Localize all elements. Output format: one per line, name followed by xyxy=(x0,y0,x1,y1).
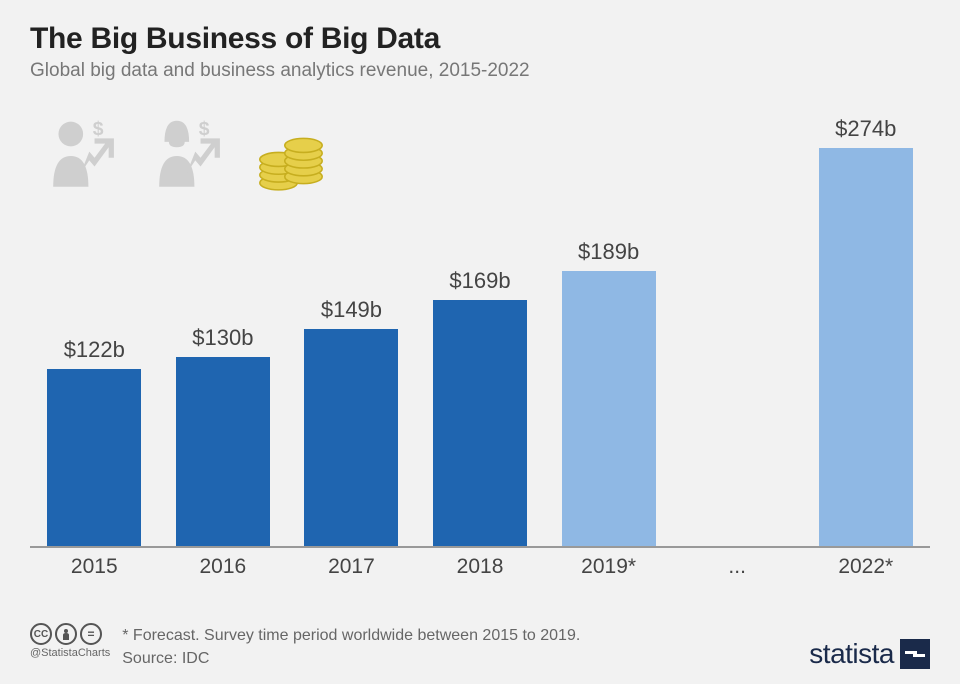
statista-wordmark: statista xyxy=(809,638,894,670)
bar-slot: $130b xyxy=(159,110,288,546)
bar-slot: $122b xyxy=(30,110,159,546)
bar xyxy=(433,300,527,546)
by-icon xyxy=(55,623,77,645)
bar-value-label: $122b xyxy=(64,337,125,363)
cc-license-icons: CC = xyxy=(30,623,102,645)
chart-title: The Big Business of Big Data xyxy=(30,22,930,56)
x-axis-label: 2015 xyxy=(30,555,159,579)
bar-slot xyxy=(673,110,802,546)
bars-container: $122b $130b $149b $169b $189b $274b xyxy=(30,110,930,548)
bar-slot: $149b xyxy=(287,110,416,546)
bar xyxy=(47,369,141,546)
x-axis-label: 2017 xyxy=(287,555,416,579)
x-axis-label: 2018 xyxy=(416,555,545,579)
bar-value-label: $274b xyxy=(835,116,896,142)
nd-icon: = xyxy=(80,623,102,645)
statista-logo: statista xyxy=(809,638,930,670)
x-axis-label: 2016 xyxy=(159,555,288,579)
bar-value-label: $169b xyxy=(449,268,510,294)
bar-value-label: $130b xyxy=(192,325,253,351)
bar xyxy=(819,148,913,546)
x-axis-label: ... xyxy=(673,555,802,579)
bar xyxy=(562,271,656,546)
cc-icon: CC xyxy=(30,623,52,645)
x-axis-label: 2019* xyxy=(544,555,673,579)
statista-mark-icon xyxy=(900,639,930,669)
chart-subtitle: Global big data and business analytics r… xyxy=(30,60,930,82)
bar-value-label: $149b xyxy=(321,297,382,323)
footnote: * Forecast. Survey time period worldwide… xyxy=(122,625,580,647)
twitter-handle: @StatistaCharts xyxy=(30,647,110,659)
x-axis-label: 2022* xyxy=(801,555,930,579)
x-axis-labels: 20152016201720182019*...2022* xyxy=(30,550,930,584)
bar-slot: $189b xyxy=(544,110,673,546)
bar-value-label: $189b xyxy=(578,239,639,265)
footer: CC = @StatistaCharts * Forecast. Survey … xyxy=(30,623,930,670)
bar xyxy=(304,329,398,546)
bar-slot: $169b xyxy=(416,110,545,546)
bar xyxy=(176,357,270,546)
chart-area: $ $ xyxy=(30,110,930,584)
source-line: Source: IDC xyxy=(122,648,580,670)
bar-slot: $274b xyxy=(801,110,930,546)
